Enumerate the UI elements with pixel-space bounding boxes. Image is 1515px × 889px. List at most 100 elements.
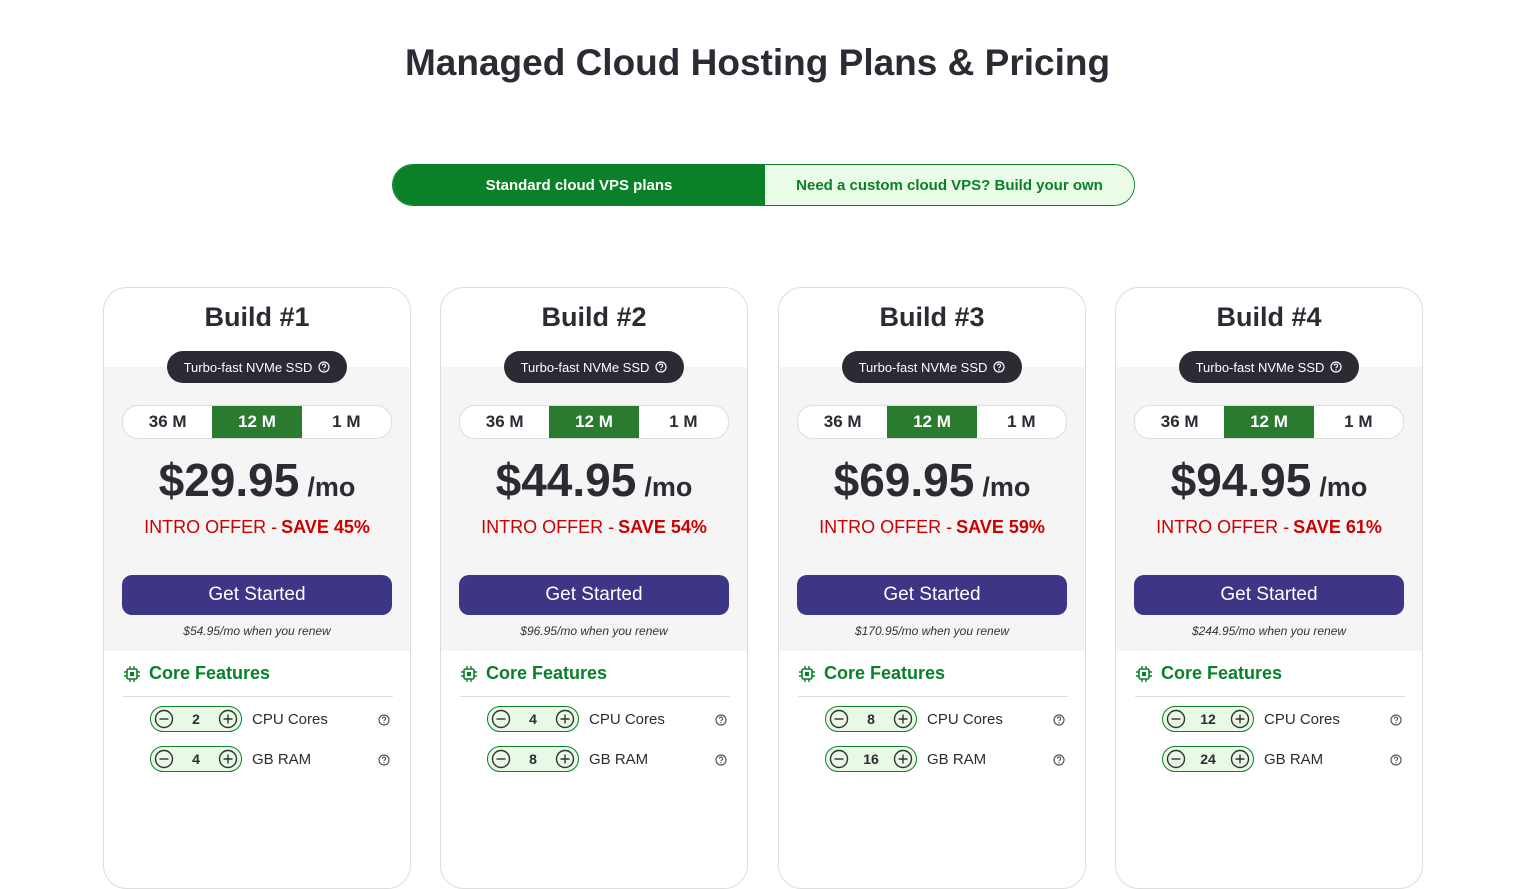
stepper: 8 bbox=[487, 746, 579, 772]
get-started-button[interactable]: Get Started bbox=[1134, 575, 1404, 615]
stepper: 16 bbox=[825, 746, 917, 772]
help-icon[interactable] bbox=[1053, 754, 1065, 766]
term-option[interactable]: 1 M bbox=[1344, 412, 1373, 431]
minus-button[interactable] bbox=[154, 749, 174, 769]
minus-button[interactable] bbox=[829, 749, 849, 769]
badge: Turbo-fast NVMe SSD bbox=[167, 351, 347, 383]
divider bbox=[1135, 696, 1405, 697]
price-amount: $44.95 bbox=[495, 454, 637, 506]
renew-price: $170.95/mo when you renew bbox=[854, 624, 1010, 638]
stepper: 12 bbox=[1162, 706, 1254, 732]
minus-button[interactable] bbox=[1166, 749, 1186, 769]
badge-text: Turbo-fast NVMe SSD bbox=[183, 359, 313, 375]
plus-button[interactable] bbox=[893, 749, 913, 769]
term-option[interactable]: 12 M bbox=[549, 406, 639, 438]
term-option[interactable]: 36 M bbox=[148, 412, 187, 431]
badge-text: Turbo-fast NVMe SSD bbox=[520, 359, 650, 375]
get-started-button[interactable]: Get Started bbox=[797, 575, 1067, 615]
feature-value: 12 bbox=[1200, 711, 1216, 727]
term-option[interactable]: 12 M bbox=[1224, 406, 1314, 438]
help-icon[interactable] bbox=[655, 361, 668, 373]
minus-button[interactable] bbox=[154, 709, 174, 729]
term-option[interactable]: 1 M bbox=[1007, 412, 1036, 431]
plan-name: Build #4 bbox=[1216, 302, 1322, 332]
plus-button[interactable] bbox=[893, 709, 913, 729]
plan-name: Build #3 bbox=[879, 302, 985, 332]
get-started-button[interactable]: Get Started bbox=[459, 575, 729, 615]
minus-button[interactable] bbox=[491, 749, 511, 769]
plus-button[interactable] bbox=[1230, 709, 1250, 729]
features-title: Core Features bbox=[1161, 663, 1283, 683]
price-amount: $94.95 bbox=[1170, 454, 1312, 506]
help-icon[interactable] bbox=[1330, 361, 1343, 373]
save-text: SAVE 59% bbox=[956, 517, 1045, 537]
features-heading: Core Features bbox=[123, 663, 270, 684]
price-period: /mo bbox=[1319, 472, 1368, 502]
term-option[interactable]: 1 M bbox=[669, 412, 698, 431]
term-option[interactable]: 1 M bbox=[332, 412, 361, 431]
features-heading: Core Features bbox=[798, 663, 945, 684]
badge-text: Turbo-fast NVMe SSD bbox=[858, 359, 988, 375]
tab[interactable]: Need a custom cloud VPS? Build your own bbox=[765, 165, 1134, 205]
help-icon[interactable] bbox=[1390, 714, 1402, 726]
term-option[interactable]: 36 M bbox=[485, 412, 524, 431]
chip-icon bbox=[461, 665, 477, 682]
feature-value: 8 bbox=[529, 751, 537, 767]
plus-button[interactable] bbox=[218, 709, 238, 729]
stepper: 2 bbox=[150, 706, 242, 732]
badge-text: Turbo-fast NVMe SSD bbox=[1195, 359, 1325, 375]
feature-row: 12 CPU Cores bbox=[1162, 706, 1402, 734]
minus-button[interactable] bbox=[829, 709, 849, 729]
term-option[interactable]: 12 M bbox=[887, 406, 977, 438]
stepper: 4 bbox=[487, 706, 579, 732]
badge: Turbo-fast NVMe SSD bbox=[1179, 351, 1359, 383]
price-amount: $69.95 bbox=[833, 454, 975, 506]
features-title: Core Features bbox=[486, 663, 608, 683]
tab[interactable]: Standard cloud VPS plans bbox=[393, 165, 765, 205]
feature-label: GB RAM bbox=[589, 751, 649, 768]
get-started-button[interactable]: Get Started bbox=[122, 575, 392, 615]
plus-button[interactable] bbox=[218, 749, 238, 769]
help-icon[interactable] bbox=[378, 714, 390, 726]
feature-value: 16 bbox=[863, 751, 879, 767]
offer-text: INTRO OFFER - bbox=[144, 517, 278, 537]
feature-value: 4 bbox=[192, 751, 200, 767]
help-icon[interactable] bbox=[378, 754, 390, 766]
offer-text: INTRO OFFER - bbox=[1156, 517, 1290, 537]
offer: INTRO OFFER - SAVE 45% bbox=[104, 517, 410, 538]
feature-row: 8 GB RAM bbox=[487, 746, 727, 774]
help-icon[interactable] bbox=[715, 754, 727, 766]
plan-name: Build #1 bbox=[204, 302, 310, 332]
feature-label: CPU Cores bbox=[589, 711, 665, 728]
minus-button[interactable] bbox=[491, 709, 511, 729]
term-option[interactable]: 12 M bbox=[212, 406, 302, 438]
features-title: Core Features bbox=[149, 663, 271, 683]
stepper: 8 bbox=[825, 706, 917, 732]
badge: Turbo-fast NVMe SSD bbox=[504, 351, 684, 383]
help-icon[interactable] bbox=[1053, 714, 1065, 726]
minus-button[interactable] bbox=[1166, 709, 1186, 729]
save-text: SAVE 54% bbox=[618, 517, 707, 537]
features-heading: Core Features bbox=[460, 663, 607, 684]
stepper: 24 bbox=[1162, 746, 1254, 772]
badge: Turbo-fast NVMe SSD bbox=[842, 351, 1022, 383]
help-icon[interactable] bbox=[1390, 754, 1402, 766]
help-icon[interactable] bbox=[993, 361, 1006, 373]
plus-button[interactable] bbox=[555, 709, 575, 729]
term-selector: 36 M 12 M 1 M bbox=[122, 405, 392, 439]
plan-card: Build #4 Turbo-fast NVMe SSD 36 M 12 M 1 M $9… bbox=[1115, 287, 1423, 889]
feature-label: GB RAM bbox=[1264, 751, 1324, 768]
term-option[interactable]: 36 M bbox=[1160, 412, 1199, 431]
offer: INTRO OFFER - SAVE 54% bbox=[441, 517, 747, 538]
help-icon[interactable] bbox=[318, 361, 331, 373]
price: $44.95/mo bbox=[441, 453, 747, 507]
plus-button[interactable] bbox=[1230, 749, 1250, 769]
feature-value: 2 bbox=[192, 711, 200, 727]
renew-price: $54.95/mo when you renew bbox=[183, 624, 331, 638]
offer-text: INTRO OFFER - bbox=[481, 517, 615, 537]
help-icon[interactable] bbox=[715, 714, 727, 726]
plus-button[interactable] bbox=[555, 749, 575, 769]
feature-label: GB RAM bbox=[252, 751, 312, 768]
feature-row: 4 GB RAM bbox=[150, 746, 390, 774]
term-option[interactable]: 36 M bbox=[823, 412, 862, 431]
